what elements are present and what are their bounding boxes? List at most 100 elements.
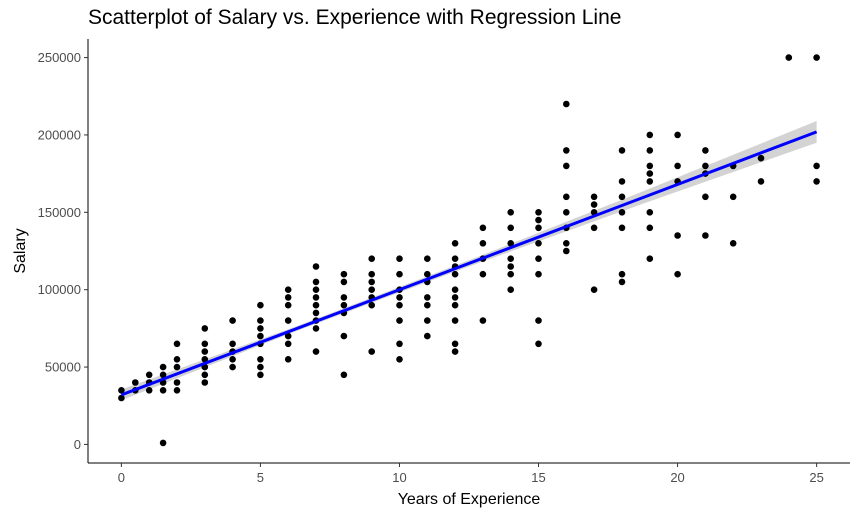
- data-point: [229, 356, 236, 363]
- data-point: [201, 340, 209, 348]
- data-point: [563, 247, 570, 255]
- data-point: [340, 301, 348, 309]
- data-point: [201, 379, 209, 386]
- data-point: [424, 317, 431, 324]
- data-point: [674, 131, 681, 139]
- data-point: [813, 162, 820, 170]
- data-point: [507, 224, 514, 232]
- data-point: [424, 270, 431, 278]
- data-point: [396, 340, 403, 348]
- data-point: [702, 162, 709, 170]
- y-tick-label: 50000: [45, 360, 81, 375]
- data-point: [257, 371, 264, 379]
- data-point: [424, 301, 431, 309]
- data-point: [201, 325, 209, 332]
- y-axis-title: Salary: [12, 228, 29, 273]
- data-point: [118, 387, 125, 394]
- data-point: [284, 301, 292, 309]
- data-point: [813, 178, 820, 185]
- data-point: [618, 178, 626, 185]
- data-point: [368, 255, 376, 262]
- data-point: [229, 340, 236, 348]
- data-point: [312, 294, 320, 301]
- data-point: [507, 209, 514, 216]
- points-layer: [118, 54, 820, 447]
- data-point: [729, 240, 737, 247]
- data-point: [479, 270, 487, 278]
- data-point: [118, 394, 125, 402]
- data-point: [257, 325, 264, 332]
- data-point: [201, 356, 209, 363]
- data-point: [132, 379, 139, 386]
- data-point: [563, 162, 570, 170]
- data-point: [159, 439, 167, 447]
- data-point: [284, 317, 292, 324]
- data-point: [702, 193, 709, 201]
- axes-layer: [87, 39, 850, 464]
- data-point: [340, 332, 348, 340]
- data-point: [424, 294, 431, 301]
- data-point: [340, 270, 348, 278]
- data-point: [201, 348, 209, 355]
- data-point: [535, 255, 542, 262]
- data-point: [340, 294, 348, 301]
- data-point: [257, 301, 264, 309]
- data-point: [646, 147, 654, 154]
- data-point: [646, 170, 654, 177]
- data-point: [813, 54, 820, 61]
- data-point: [257, 317, 264, 324]
- x-tick-label: 5: [257, 470, 264, 485]
- data-point: [757, 178, 765, 185]
- data-point: [396, 301, 403, 309]
- data-point: [312, 278, 320, 286]
- data-point: [479, 224, 487, 232]
- y-tick-label: 100000: [38, 282, 81, 297]
- data-point: [563, 100, 570, 108]
- data-point: [646, 131, 654, 139]
- data-point: [312, 263, 320, 270]
- data-point: [702, 232, 709, 239]
- y-tick-label: 200000: [38, 127, 81, 142]
- data-point: [507, 240, 514, 247]
- data-point: [451, 317, 459, 324]
- data-point: [507, 255, 514, 262]
- y-tick-label: 0: [74, 437, 81, 452]
- data-point: [368, 286, 376, 294]
- regression-line: [120, 130, 818, 397]
- data-point: [646, 178, 654, 185]
- x-tick-label: 20: [670, 470, 684, 485]
- data-point: [702, 147, 709, 154]
- data-point: [340, 371, 348, 379]
- data-point: [201, 371, 209, 379]
- data-point: [507, 263, 514, 270]
- data-point: [396, 317, 403, 324]
- data-point: [173, 379, 181, 386]
- ticks-layer: 0 5 10 15 20 25 0 50000 100000 150000 200000 250000: [38, 50, 824, 485]
- data-point: [563, 193, 570, 201]
- data-point: [229, 317, 236, 324]
- data-point: [396, 255, 403, 262]
- data-point: [368, 301, 376, 309]
- data-point: [451, 286, 459, 294]
- confidence-band-layer: [121, 121, 817, 401]
- data-point: [368, 348, 376, 355]
- data-point: [145, 387, 153, 394]
- data-point: [618, 193, 626, 201]
- data-point: [646, 255, 654, 262]
- data-point: [535, 340, 542, 348]
- data-point: [590, 193, 598, 201]
- data-point: [396, 294, 403, 301]
- data-point: [785, 54, 793, 61]
- data-point: [229, 363, 236, 371]
- x-tick-label: 10: [392, 470, 406, 485]
- data-point: [312, 301, 320, 309]
- data-point: [159, 363, 167, 371]
- data-point: [284, 356, 292, 363]
- data-point: [257, 356, 264, 363]
- data-point: [312, 348, 320, 355]
- data-point: [535, 216, 542, 224]
- data-point: [284, 332, 292, 340]
- regression-line-layer: [120, 130, 818, 397]
- data-point: [312, 286, 320, 294]
- data-point: [173, 356, 181, 363]
